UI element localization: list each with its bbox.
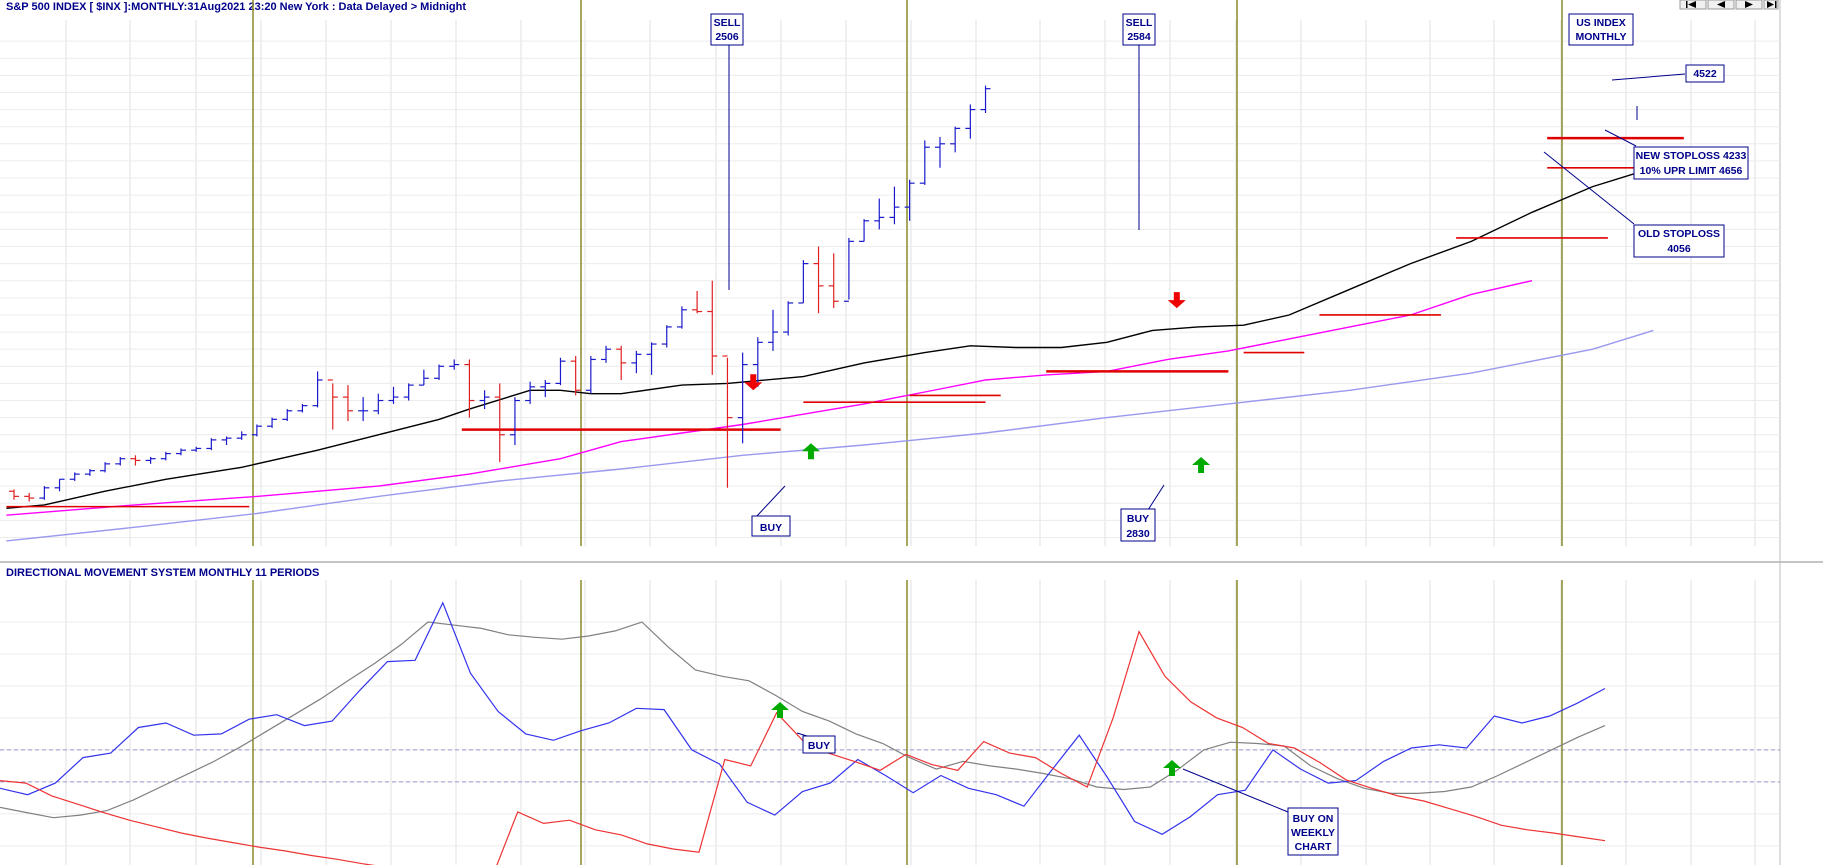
us-index-label: US INDEX (1576, 17, 1626, 29)
old-stoploss-box: OLD STOPLOSS 4056 (1633, 224, 1725, 258)
buy-label: BUY (808, 740, 830, 752)
buy-label: BUY (760, 522, 782, 534)
sell-box-2: SELL 2584 (1122, 13, 1156, 46)
price-bars (9, 85, 991, 502)
period-lines (252, 0, 1563, 865)
ma-long-line (6, 329, 1654, 542)
upper-limit-label: 10% UPR LIMIT 4656 (1640, 165, 1743, 177)
sell-label: SELL (1126, 17, 1153, 29)
lower-buy-box: BUY (802, 735, 836, 754)
buy-label: BUY (1127, 513, 1149, 525)
buy-arrow-icon (1192, 456, 1211, 473)
weekly-label-3: CHART (1295, 841, 1332, 853)
monthly-label: MONTHLY (1576, 31, 1627, 43)
sell-arrow-icon (1167, 292, 1186, 309)
buy-box-2: BUY 2830 (1120, 508, 1156, 542)
sell-value: 2506 (715, 31, 739, 43)
lower-pane-title: DIRECTIONAL MOVEMENT SYSTEM MONTHLY 11 P… (6, 567, 319, 579)
next-icon[interactable] (1735, 0, 1763, 10)
chart-title: S&P 500 INDEX [ $INX ]:MONTHLY:31Aug2021… (6, 1, 466, 13)
sell-arrow-icon (744, 374, 763, 391)
signal-arrows (744, 292, 1211, 776)
weekly-label-1: BUY ON (1293, 813, 1334, 825)
sell-box-1: SELL 2506 (710, 13, 744, 46)
adx-line (0, 621, 1606, 819)
old-stoploss-value: 4056 (1667, 243, 1691, 255)
new-stoploss-label: NEW STOPLOSS 4233 (1636, 150, 1747, 162)
buy-box-1: BUY (751, 515, 791, 537)
first-icon[interactable] (1679, 0, 1707, 10)
ma-mid-line (6, 280, 1533, 516)
last-icon[interactable] (1763, 0, 1779, 10)
price-label: 4522 (1693, 68, 1717, 80)
ma-short-line (6, 167, 1654, 509)
buy-arrow-icon (771, 702, 789, 718)
buy-value: 2830 (1126, 528, 1150, 540)
weekly-label-2: WEEKLY (1291, 827, 1335, 839)
old-stoploss-label: OLD STOPLOSS (1638, 228, 1720, 240)
weekly-buy-box: BUY ON WEEKLY CHART (1287, 807, 1339, 856)
buy-arrow-icon (801, 443, 820, 460)
moving-averages (6, 167, 1654, 542)
sell-value: 2584 (1127, 31, 1151, 43)
new-stoploss-box: NEW STOPLOSS 4233 10% UPR LIMIT 4656 (1633, 146, 1749, 180)
di-plus-line (0, 601, 1606, 835)
sell-label: SELL (714, 17, 741, 29)
buy-arrow-icon (1163, 760, 1181, 776)
prev-icon[interactable] (1707, 0, 1735, 10)
grid (0, 20, 1780, 865)
price-label-box: 4522 (1685, 64, 1725, 83)
nav-buttons (1679, 0, 1779, 10)
us-index-box: US INDEX MONTHLY (1568, 13, 1634, 46)
